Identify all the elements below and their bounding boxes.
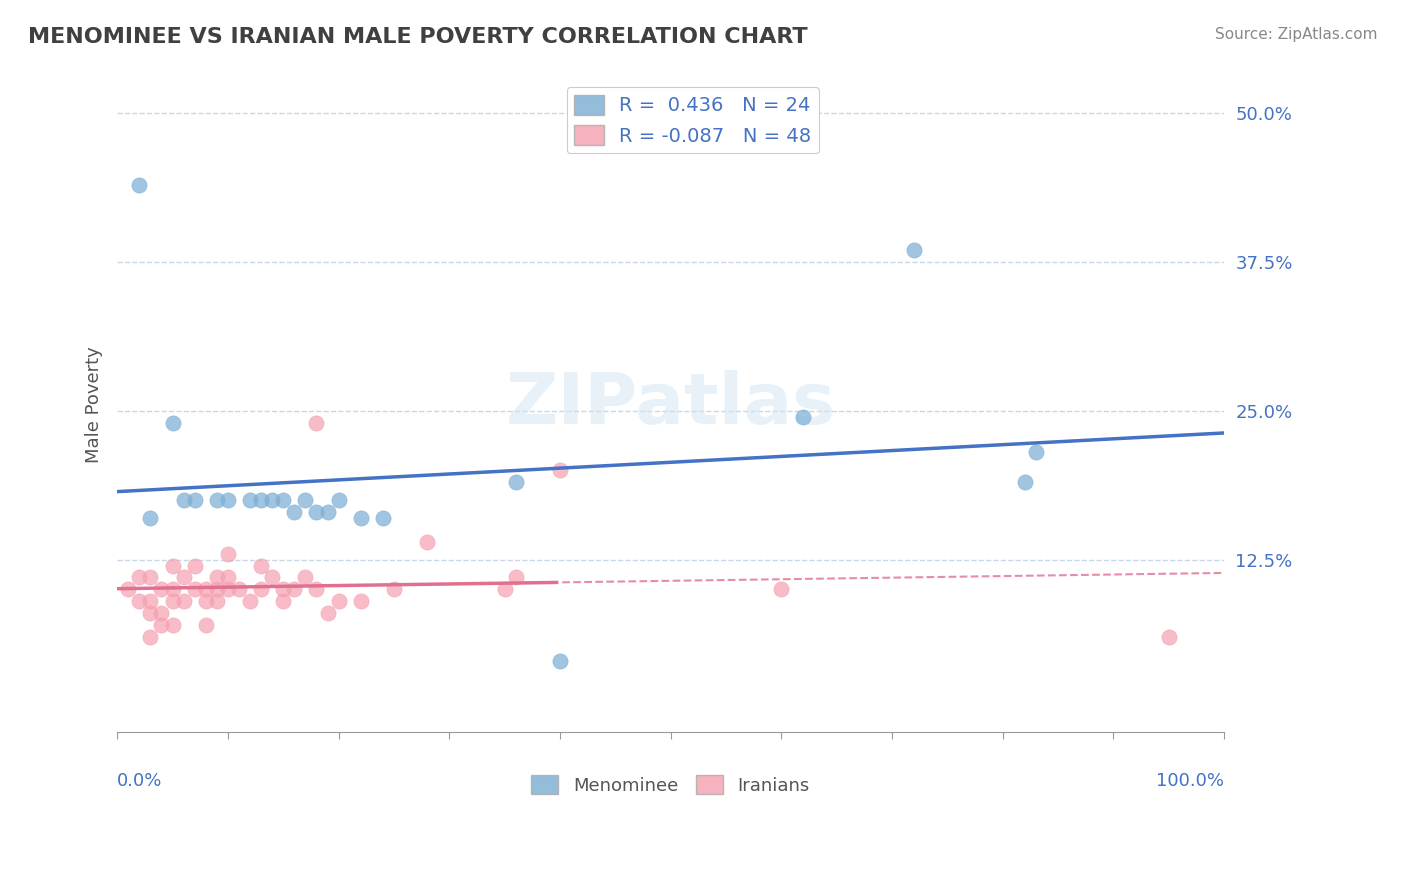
Point <box>162 582 184 597</box>
Text: MENOMINEE VS IRANIAN MALE POVERTY CORRELATION CHART: MENOMINEE VS IRANIAN MALE POVERTY CORREL… <box>28 27 807 46</box>
Point <box>150 618 173 632</box>
Point <box>250 582 273 597</box>
Point <box>239 493 262 508</box>
Point <box>139 630 162 644</box>
Point <box>228 582 250 597</box>
Point <box>1025 445 1047 459</box>
Point <box>903 243 925 257</box>
Point <box>1014 475 1036 490</box>
Point <box>162 618 184 632</box>
Point <box>162 558 184 573</box>
Point <box>239 594 262 608</box>
Point <box>271 582 294 597</box>
Point <box>150 582 173 597</box>
Point <box>117 582 139 597</box>
Text: 100.0%: 100.0% <box>1156 772 1225 789</box>
Point <box>416 534 439 549</box>
Point <box>205 570 228 584</box>
Point <box>305 505 328 519</box>
Text: Source: ZipAtlas.com: Source: ZipAtlas.com <box>1215 27 1378 42</box>
Point <box>205 582 228 597</box>
Point <box>505 475 527 490</box>
Text: ZIPatlas: ZIPatlas <box>506 370 835 440</box>
Point <box>316 606 339 620</box>
Point <box>283 505 305 519</box>
Point <box>139 511 162 525</box>
Point <box>294 493 316 508</box>
Legend: Menominee, Iranians: Menominee, Iranians <box>524 768 817 802</box>
Point <box>294 570 316 584</box>
Point <box>1157 630 1180 644</box>
Point <box>262 570 284 584</box>
Point <box>205 594 228 608</box>
Point <box>316 505 339 519</box>
Point <box>139 606 162 620</box>
Point <box>271 493 294 508</box>
Point <box>505 570 527 584</box>
Point <box>328 594 350 608</box>
Point <box>262 493 284 508</box>
Text: 0.0%: 0.0% <box>117 772 163 789</box>
Point <box>217 493 239 508</box>
Point <box>128 178 150 192</box>
Point <box>173 493 195 508</box>
Point <box>205 493 228 508</box>
Point <box>271 594 294 608</box>
Point <box>128 594 150 608</box>
Point <box>162 416 184 430</box>
Point <box>350 511 373 525</box>
Point <box>217 547 239 561</box>
Point <box>548 654 571 668</box>
Point <box>194 582 217 597</box>
Point <box>305 416 328 430</box>
Point <box>128 570 150 584</box>
Point <box>250 493 273 508</box>
Point <box>770 582 793 597</box>
Point <box>183 558 205 573</box>
Point <box>150 606 173 620</box>
Point <box>183 582 205 597</box>
Point <box>162 594 184 608</box>
Point <box>217 570 239 584</box>
Point <box>217 582 239 597</box>
Point <box>305 582 328 597</box>
Point <box>194 594 217 608</box>
Point <box>548 463 571 477</box>
Point <box>183 493 205 508</box>
Point <box>328 493 350 508</box>
Point <box>792 409 814 424</box>
Point <box>494 582 516 597</box>
Point <box>139 570 162 584</box>
Point <box>382 582 405 597</box>
Point <box>194 618 217 632</box>
Point <box>173 594 195 608</box>
Point <box>350 594 373 608</box>
Point <box>371 511 394 525</box>
Y-axis label: Male Poverty: Male Poverty <box>86 346 103 463</box>
Point <box>283 582 305 597</box>
Point <box>139 594 162 608</box>
Point <box>173 570 195 584</box>
Point <box>250 558 273 573</box>
